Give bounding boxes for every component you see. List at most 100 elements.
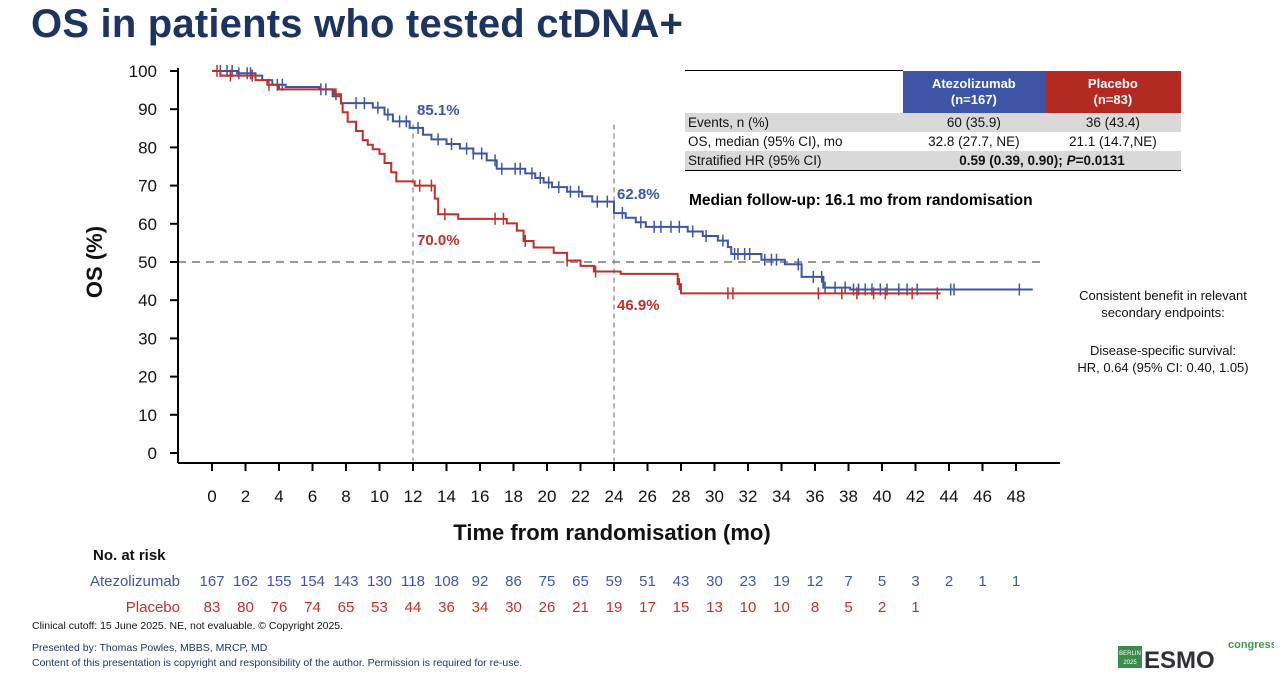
y-tick-label: 10 bbox=[138, 406, 157, 425]
x-tick-label: 22 bbox=[571, 487, 590, 506]
y-tick-label: 50 bbox=[138, 253, 157, 272]
x-tick-label: 30 bbox=[705, 487, 724, 506]
at-risk-value: 1 bbox=[1012, 573, 1020, 590]
hr-value: 0.59 (0.39, 0.90); P=0.0131 bbox=[903, 151, 1181, 171]
x-tick-label: 10 bbox=[370, 487, 389, 506]
at-risk-value: 53 bbox=[371, 599, 388, 616]
at-risk-value: 86 bbox=[505, 573, 522, 590]
at-risk-value: 7 bbox=[844, 573, 852, 590]
x-tick-label: 24 bbox=[605, 487, 624, 506]
x-tick-label: 32 bbox=[739, 487, 758, 506]
presenter: Presented by: Thomas Powles, MBBS, MRCP,… bbox=[32, 642, 268, 654]
at-risk-value: 17 bbox=[639, 599, 656, 616]
y-tick-label: 40 bbox=[138, 291, 157, 310]
at-risk-value: 108 bbox=[434, 573, 459, 590]
km-curve-placebo bbox=[212, 70, 941, 295]
landmark-annotation: 85.1% bbox=[417, 102, 460, 119]
at-risk-value: 34 bbox=[472, 599, 489, 616]
svg-text:congress: congress bbox=[1228, 639, 1274, 651]
at-risk-value: 154 bbox=[300, 573, 325, 590]
at-risk-value: 36 bbox=[438, 599, 455, 616]
x-tick-label: 6 bbox=[308, 487, 317, 506]
at-risk-value: 74 bbox=[304, 599, 321, 616]
series bbox=[212, 65, 1033, 300]
at-risk-value: 12 bbox=[807, 573, 824, 590]
x-tick-label: 14 bbox=[437, 487, 456, 506]
at-risk-value: 1 bbox=[911, 599, 919, 616]
x-tick-label: 8 bbox=[341, 487, 350, 506]
x-tick-label: 0 bbox=[207, 487, 216, 506]
y-tick-label: 0 bbox=[148, 444, 157, 463]
at-risk-value: 5 bbox=[878, 573, 886, 590]
at-risk-header: No. at risk bbox=[93, 547, 166, 564]
atezolizumab-header: Atezolizumab (n=167) bbox=[903, 70, 1045, 113]
at-risk-value: 118 bbox=[401, 573, 425, 590]
esmo-congress-logo: BERLIN 2025 ESMO congress bbox=[1118, 639, 1274, 670]
at-risk-label: Atezolizumab bbox=[90, 573, 180, 590]
at-risk-value: 155 bbox=[266, 573, 291, 590]
at-risk-value: 19 bbox=[606, 599, 623, 616]
at-risk-value: 65 bbox=[572, 573, 589, 590]
x-tick-label: 48 bbox=[1007, 487, 1026, 506]
x-tick-label: 42 bbox=[906, 487, 925, 506]
at-risk-value: 51 bbox=[639, 573, 656, 590]
dss-note: Disease-specific survival: HR, 0.64 (95%… bbox=[1077, 343, 1249, 375]
x-tick-label: 16 bbox=[471, 487, 490, 506]
x-tick-label: 38 bbox=[839, 487, 858, 506]
at-risk-value: 10 bbox=[773, 599, 790, 616]
at-risk-value: 23 bbox=[740, 573, 757, 590]
y-tick-label: 90 bbox=[138, 100, 157, 119]
at-risk-value: 2 bbox=[878, 599, 886, 616]
y-tick-label: 70 bbox=[138, 177, 157, 196]
at-risk-value: 130 bbox=[367, 573, 392, 590]
at-risk-value: 65 bbox=[338, 599, 355, 616]
logo-badge bbox=[1118, 646, 1142, 668]
x-tick-label: 4 bbox=[274, 487, 283, 506]
slide-title: OS in patients who tested ctDNA+ bbox=[31, 2, 684, 46]
landmark-annotation: 62.8% bbox=[617, 186, 660, 203]
at-risk-value: 75 bbox=[539, 573, 556, 590]
x-tick-label: 40 bbox=[873, 487, 892, 506]
at-risk-value: 76 bbox=[271, 599, 288, 616]
y-axis-title: OS (%) bbox=[82, 226, 107, 298]
x-tick-label: 28 bbox=[672, 487, 691, 506]
at-risk-value: 162 bbox=[233, 573, 258, 590]
at-risk-value: 1 bbox=[978, 573, 986, 590]
km-curve-atezolizumab bbox=[212, 70, 1033, 291]
median-followup: Median follow-up: 16.1 mo from randomisa… bbox=[689, 192, 1033, 209]
at-risk-value: 5 bbox=[844, 599, 852, 616]
at-risk-value: 59 bbox=[606, 573, 623, 590]
at-risk-value: 30 bbox=[505, 599, 522, 616]
x-tick-label: 18 bbox=[504, 487, 523, 506]
y-tick-label: 20 bbox=[138, 368, 157, 387]
at-risk-value: 13 bbox=[706, 599, 723, 616]
chart-labels: 85.1% 62.8% 70.0% 46.9% bbox=[417, 102, 660, 314]
at-risk-value: 167 bbox=[199, 573, 224, 590]
at-risk-value: 83 bbox=[204, 599, 221, 616]
x-tick-label: 12 bbox=[404, 487, 423, 506]
x-tick-label: 26 bbox=[638, 487, 657, 506]
x-tick-label: 44 bbox=[940, 487, 959, 506]
svg-text:ESMO: ESMO bbox=[1144, 647, 1215, 670]
at-risk-value: 44 bbox=[405, 599, 422, 616]
at-risk-value: 2 bbox=[945, 573, 953, 590]
at-risk-value: 80 bbox=[237, 599, 254, 616]
x-tick-label: 34 bbox=[772, 487, 791, 506]
y-tick-label: 60 bbox=[138, 215, 157, 234]
svg-text:BERLIN: BERLIN bbox=[1119, 651, 1141, 657]
clinical-cutoff: Clinical cutoff: 15 June 2025. NE, not e… bbox=[32, 620, 344, 632]
summary-table: Atezolizumab (n=167) Placebo (n=83) Events… bbox=[685, 70, 1181, 171]
x-tick-label: 20 bbox=[538, 487, 557, 506]
table-row: Stratified HR (95% CI) 0.59 (0.39, 0.90)… bbox=[685, 151, 1181, 171]
x-tick-label: 46 bbox=[973, 487, 992, 506]
at-risk-value: 8 bbox=[811, 599, 819, 616]
at-risk-value: 3 bbox=[911, 573, 919, 590]
at-risk-value: 15 bbox=[673, 599, 690, 616]
at-risk-value: 43 bbox=[673, 573, 690, 590]
y-tick-label: 100 bbox=[129, 62, 157, 81]
at-risk-value: 19 bbox=[773, 573, 790, 590]
x-tick-label: 2 bbox=[241, 487, 250, 506]
